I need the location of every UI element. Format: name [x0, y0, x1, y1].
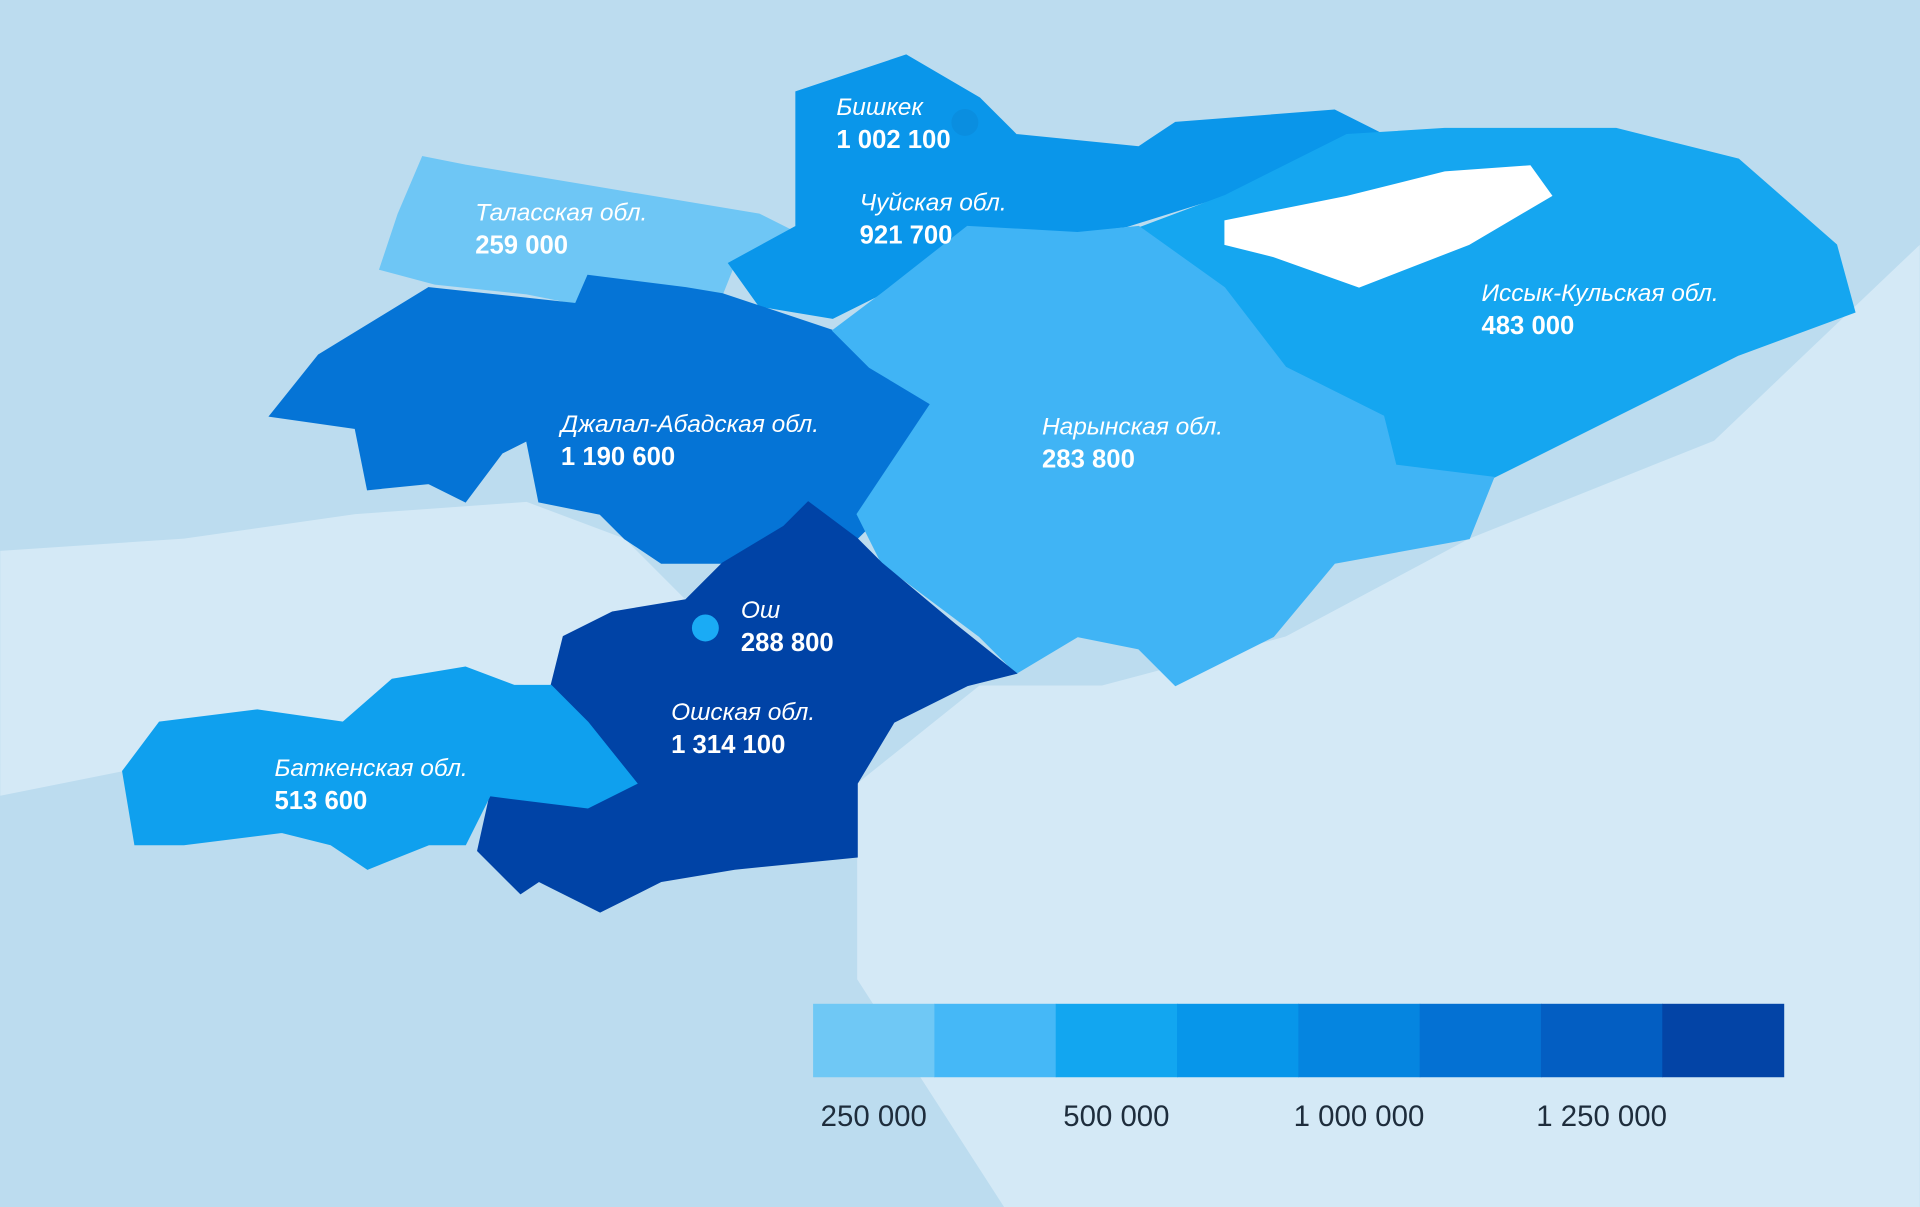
region-value: 1 314 100 [671, 731, 785, 759]
legend-label: 500 000 [1063, 1100, 1169, 1133]
regions [122, 54, 1856, 913]
region-value: 1 190 600 [561, 443, 675, 471]
region-value: 921 700 [860, 222, 953, 250]
region-value: 283 800 [1042, 446, 1135, 474]
legend-swatch [1055, 1003, 1178, 1078]
region [122, 666, 638, 870]
legend-swatch [934, 1003, 1057, 1078]
region-value: 259 000 [475, 231, 568, 259]
region-name: Ош [741, 597, 780, 624]
legend-swatch [1298, 1003, 1421, 1078]
region-name: Чуйская обл. [860, 190, 1007, 217]
legend-swatch [1419, 1003, 1542, 1078]
city-marker [691, 614, 719, 642]
legend-label: 1 250 000 [1536, 1100, 1667, 1133]
region-name: Бишкек [836, 94, 924, 121]
region-value: 513 600 [274, 787, 367, 815]
region-name: Ошская обл. [671, 699, 815, 726]
region [831, 225, 1495, 687]
region-value: 1 002 100 [836, 126, 950, 154]
region-name: Таласская обл. [475, 199, 647, 226]
region-name: Джалал-Абадская обл. [558, 411, 819, 438]
labels: Бишкек 1 002 100 Таласская обл. 259 000 Чуйс… [274, 94, 1718, 815]
legend-swatch [1662, 1003, 1785, 1078]
legend-label: 1 000 000 [1294, 1100, 1425, 1133]
region [727, 54, 1386, 319]
legend-swatch [1177, 1003, 1299, 1078]
neighbor-area [857, 244, 1920, 1207]
legend-label: 250 000 [821, 1100, 927, 1133]
region-value: 288 800 [741, 629, 834, 657]
region-value: 483 000 [1481, 312, 1574, 340]
city-marker [951, 108, 979, 136]
region-name: Нарынская обл. [1042, 414, 1223, 441]
region-name: Баткенская обл. [274, 755, 467, 782]
legend: 250 000 500 000 1 000 000 1 250 000 [813, 1003, 1785, 1133]
region-name: Иссык-Кульская обл. [1481, 280, 1718, 307]
legend-swatch [1540, 1003, 1663, 1078]
lake [1224, 165, 1553, 288]
legend-swatch [813, 1003, 936, 1078]
